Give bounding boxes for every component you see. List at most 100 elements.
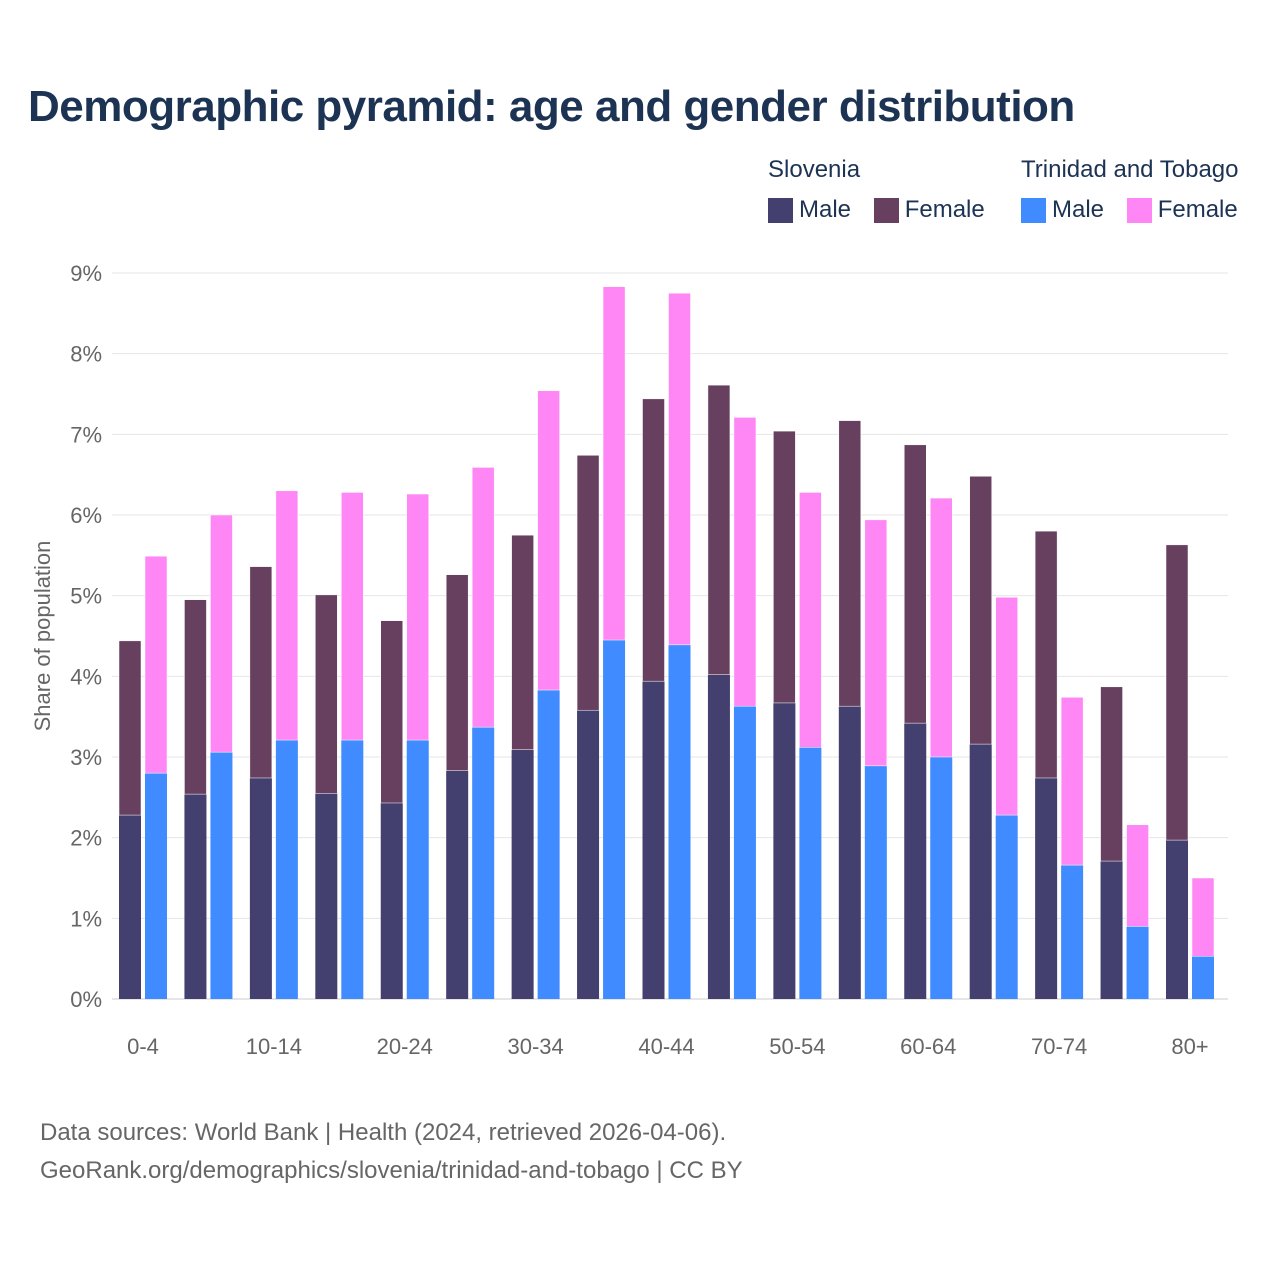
source-note: Data sources: World Bank | Health (2024,… <box>40 1119 727 1146</box>
bar-slovenia-female <box>445 574 469 771</box>
x-tick-label: 40-44 <box>638 1034 694 1059</box>
bar-slovenia-male <box>904 723 927 999</box>
legend-label: Female <box>904 196 985 223</box>
bar-slovenia-female <box>642 398 665 682</box>
bar-trinidad-and-tobago-female <box>275 490 299 741</box>
y-tick-label: 6% <box>70 503 102 528</box>
bar-slovenia-female <box>380 620 403 804</box>
bar-trinidad-and-tobago-male <box>210 752 233 999</box>
bar-trinidad-and-tobago-male <box>1126 926 1149 999</box>
legend-swatch <box>768 197 793 223</box>
y-tick-label: 8% <box>70 342 102 367</box>
bar-slovenia-female <box>184 599 207 795</box>
bar-trinidad-and-tobago-female <box>471 467 495 728</box>
legend-label: Female <box>1157 196 1238 223</box>
legend-item-tt-male[interactable]: Male <box>1021 196 1104 224</box>
bar-slovenia-female <box>118 640 142 816</box>
bar-trinidad-and-tobago-female <box>1060 697 1084 866</box>
bar-slovenia-female <box>249 566 273 779</box>
y-tick-label: 3% <box>70 745 102 770</box>
bar-slovenia-male <box>184 794 207 999</box>
y-tick-label: 1% <box>70 906 102 931</box>
legend-title: Trinidad and Tobago <box>1021 156 1239 183</box>
legend-trinidad: Trinidad and Tobago Male Female <box>1021 156 1239 230</box>
y-tick-label: 2% <box>70 826 102 851</box>
bar-slovenia-female <box>904 444 927 724</box>
bar-slovenia-female <box>511 534 534 750</box>
bar-slovenia-male <box>1035 777 1058 999</box>
bar-slovenia-male <box>1166 840 1188 999</box>
x-tick-label: 30-34 <box>507 1034 563 1059</box>
bar-slovenia-female <box>1100 686 1123 862</box>
bar-trinidad-and-tobago-female <box>799 492 822 748</box>
bar-trinidad-and-tobago-female <box>1191 877 1215 957</box>
x-tick-label: 60-64 <box>900 1034 956 1059</box>
legend-swatch <box>1126 197 1152 223</box>
bar-slovenia-female <box>707 384 731 675</box>
bar-trinidad-and-tobago-male <box>668 644 691 999</box>
bar-slovenia-female <box>969 476 992 745</box>
legend-label: Male <box>799 196 852 223</box>
x-tick-label: 70-74 <box>1031 1034 1087 1059</box>
bar-slovenia-male <box>380 802 403 999</box>
bar-slovenia-male <box>773 702 796 999</box>
y-tick-label: 9% <box>70 261 102 286</box>
bar-trinidad-and-tobago-male <box>537 690 560 999</box>
bar-trinidad-and-tobago-male <box>603 640 626 999</box>
bar-slovenia-male <box>707 674 730 999</box>
bar-slovenia-male <box>315 793 338 999</box>
legend-item-slovenia-female[interactable]: Female <box>873 196 985 224</box>
bar-trinidad-and-tobago-male <box>864 765 887 999</box>
bar-trinidad-and-tobago-female <box>537 390 560 691</box>
legend-label: Male <box>1052 196 1105 223</box>
x-tick-label: 50-54 <box>769 1034 825 1059</box>
bar-slovenia-male <box>642 681 665 999</box>
bar-trinidad-and-tobago-female <box>210 514 233 753</box>
x-tick-label: 10-14 <box>246 1034 302 1059</box>
bar-trinidad-and-tobago-male <box>145 773 167 999</box>
legend-title: Slovenia <box>768 156 861 183</box>
bar-slovenia-male <box>119 815 141 999</box>
legend-item-tt-female[interactable]: Female <box>1126 196 1238 224</box>
bar-slovenia-female <box>576 455 600 711</box>
bar-trinidad-and-tobago-female <box>1126 824 1149 927</box>
bar-slovenia-female <box>315 594 338 794</box>
legend-swatch <box>873 197 899 223</box>
bar-trinidad-and-tobago-female <box>341 492 364 741</box>
y-tick-label: 5% <box>70 584 102 609</box>
bar-trinidad-and-tobago-male <box>1192 956 1214 999</box>
source-url[interactable]: GeoRank.org/demographics/slovenia/trinid… <box>40 1157 743 1184</box>
bar-trinidad-and-tobago-male <box>406 740 429 999</box>
x-tick-label: 0-4 <box>127 1034 159 1059</box>
bar-trinidad-and-tobago-female <box>864 519 888 767</box>
bar-trinidad-and-tobago-male <box>275 740 298 999</box>
bar-slovenia-male <box>838 706 861 999</box>
y-axis-label: Share of population <box>30 541 55 732</box>
x-tick-label: 80+ <box>1171 1034 1208 1059</box>
bar-trinidad-and-tobago-male <box>995 815 1018 999</box>
bar-trinidad-and-tobago-female <box>930 497 953 758</box>
bar-trinidad-and-tobago-male <box>472 727 495 999</box>
legend-item-slovenia-male[interactable]: Male <box>768 196 851 224</box>
legend-swatch <box>1021 197 1046 223</box>
bar-trinidad-and-tobago-female <box>406 493 429 741</box>
bar-trinidad-and-tobago-female <box>668 292 691 646</box>
bar-trinidad-and-tobago-female <box>602 286 626 641</box>
bar-slovenia-male <box>577 710 600 999</box>
bar-trinidad-and-tobago-male <box>733 706 756 999</box>
bar-trinidad-and-tobago-female <box>144 555 168 774</box>
bar-slovenia-male <box>1100 861 1123 999</box>
legend-slovenia: Slovenia Male Female <box>768 156 1001 230</box>
bar-slovenia-female <box>773 430 796 704</box>
bar-slovenia-female <box>1165 544 1189 841</box>
bar-slovenia-male <box>969 744 992 999</box>
bar-slovenia-female <box>838 420 862 707</box>
bar-trinidad-and-tobago-female <box>995 597 1018 816</box>
x-tick-label: 20-24 <box>377 1034 433 1059</box>
footer: Data sources: World Bank | Health (2024,… <box>40 1114 743 1190</box>
chart-title: Demographic pyramid: age and gender dist… <box>28 82 1075 131</box>
bar-trinidad-and-tobago-female <box>733 417 757 707</box>
bar-slovenia-male <box>511 749 534 999</box>
bar-slovenia-female <box>1034 530 1058 779</box>
